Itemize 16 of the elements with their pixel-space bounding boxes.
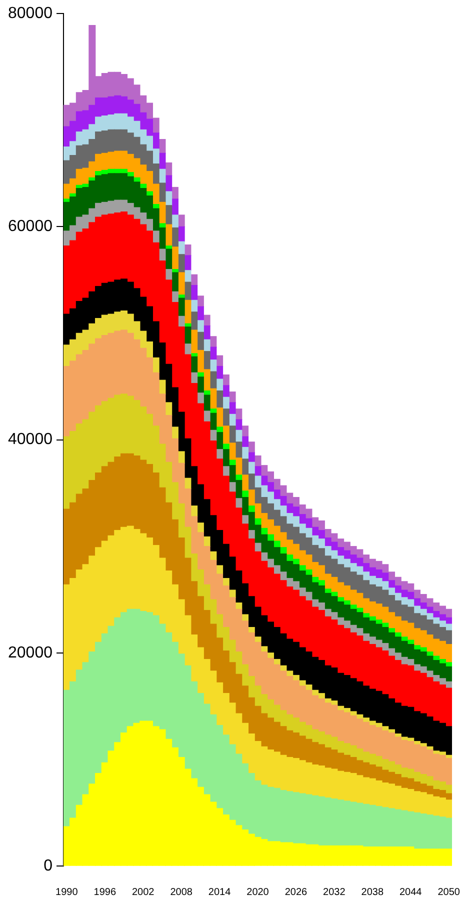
x-tick-label: 2026 — [284, 886, 308, 898]
y-tick-label: 0 — [44, 857, 53, 874]
y-tick-label: 80000 — [8, 5, 53, 22]
x-tick-label: 2032 — [323, 886, 346, 898]
x-tick-label: 1990 — [56, 886, 78, 898]
x-tick-label: 2002 — [132, 886, 155, 898]
y-tick-label: 60000 — [8, 218, 53, 236]
y-tick-label: 20000 — [8, 644, 53, 662]
x-tick-label: 2050 — [438, 886, 460, 898]
x-tick-label: 1996 — [94, 886, 116, 898]
x-tick-label: 2020 — [246, 886, 270, 898]
x-tick-label: 2008 — [170, 886, 193, 898]
x-tick-label: 2044 — [399, 886, 422, 898]
x-tick-label: 2014 — [208, 886, 232, 898]
y-tick-label: 40000 — [8, 431, 53, 448]
x-tick-label: 2038 — [361, 886, 384, 898]
